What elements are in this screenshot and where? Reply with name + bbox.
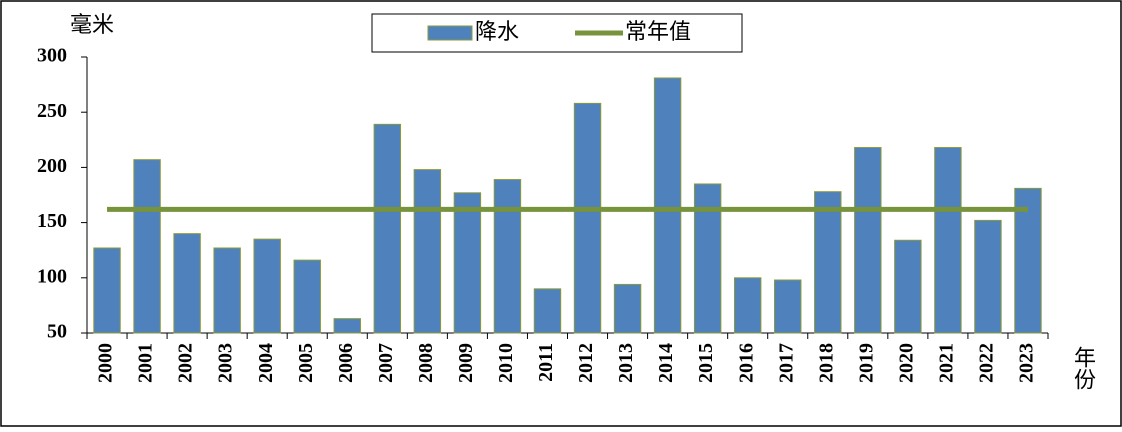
x-tick-label: 2003 <box>215 343 237 383</box>
bar <box>693 183 722 334</box>
bar <box>894 239 922 334</box>
x-tick-label: 2001 <box>135 343 157 383</box>
x-tick-label: 2011 <box>535 343 557 382</box>
legend-label: 降水 <box>475 20 519 45</box>
bar <box>213 247 241 334</box>
bar <box>253 238 281 334</box>
bar <box>333 318 361 334</box>
legend-label: 常年值 <box>625 20 691 45</box>
x-tick-label: 2020 <box>895 343 917 383</box>
x-tick-label: 2012 <box>575 343 597 383</box>
bar <box>1014 187 1042 334</box>
x-tick-label: 2018 <box>815 343 837 383</box>
bar <box>493 179 522 334</box>
x-tick-label: 2000 <box>95 343 117 383</box>
bar <box>133 159 161 334</box>
bar <box>934 147 962 334</box>
bar <box>774 279 802 334</box>
x-tick-label: 2010 <box>495 343 517 383</box>
bar <box>93 247 121 334</box>
x-tick-label: 2021 <box>935 343 957 383</box>
bar <box>173 233 201 334</box>
y-tick-label: 50 <box>47 321 67 343</box>
bar <box>533 288 562 334</box>
x-tick-label: 2016 <box>735 343 757 383</box>
y-tick-label: 200 <box>37 155 67 177</box>
x-tick-label: 2006 <box>335 343 357 383</box>
bar <box>373 123 402 334</box>
y-axis-label: 毫米 <box>70 13 114 38</box>
legend-swatch <box>427 25 473 41</box>
bar <box>733 277 762 334</box>
x-tick-label: 2017 <box>775 343 797 383</box>
x-tick-label: 2007 <box>375 343 397 383</box>
x-tick-label: 2005 <box>295 343 317 383</box>
x-tick-label: 2004 <box>255 343 277 383</box>
bar <box>293 259 321 334</box>
bar <box>453 192 482 334</box>
y-tick-label: 300 <box>37 45 67 67</box>
y-tick-label: 100 <box>37 265 67 287</box>
x-tick-label: 2013 <box>615 343 637 383</box>
x-tick-label: 2015 <box>695 343 717 383</box>
x-tick-label: 2009 <box>455 343 477 383</box>
x-tick-label: 2014 <box>655 343 677 383</box>
x-tick-label: 2019 <box>855 343 877 383</box>
x-axis-label: 年份 <box>1070 346 1096 390</box>
bar <box>573 102 602 334</box>
y-tick-label: 150 <box>37 210 67 232</box>
bar <box>613 283 642 334</box>
x-tick-label: 2008 <box>415 343 437 383</box>
bar <box>413 169 442 334</box>
x-tick-label: 2002 <box>175 343 197 383</box>
bar <box>653 77 682 334</box>
bar <box>854 147 882 334</box>
bar <box>814 191 842 334</box>
x-tick-label: 2022 <box>976 343 998 383</box>
bar <box>974 219 1002 334</box>
y-tick-label: 250 <box>37 100 67 122</box>
x-tick-label: 2023 <box>1016 343 1038 383</box>
